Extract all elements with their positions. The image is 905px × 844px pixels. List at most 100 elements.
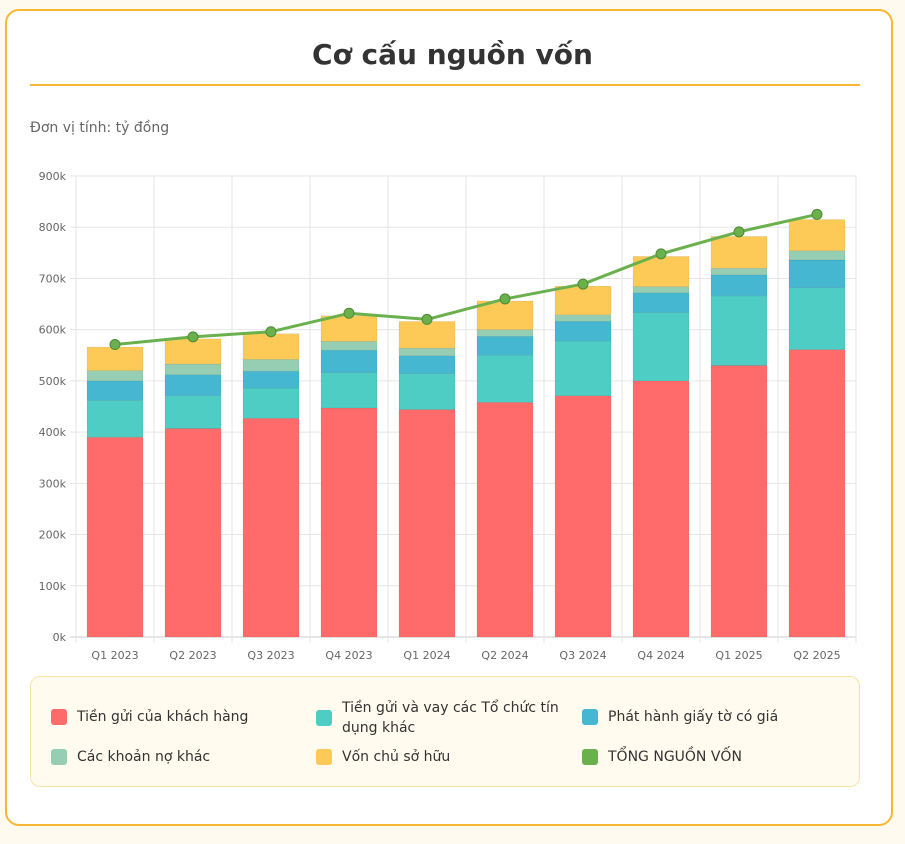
bar-segment — [554, 340, 612, 396]
bar-segment — [164, 374, 222, 396]
total-point — [577, 278, 589, 290]
bar-segment — [242, 418, 300, 638]
bar-segment — [242, 359, 300, 372]
bar-segment — [710, 267, 768, 276]
bar-segment — [320, 315, 378, 342]
bar-segment — [710, 365, 768, 638]
total-point — [343, 307, 355, 319]
x-tick-label: Q4 2024 — [637, 649, 684, 662]
x-tick-label: Q1 2024 — [403, 649, 450, 662]
bar-segment — [788, 349, 846, 638]
total-point — [187, 331, 199, 343]
bar-segment — [164, 338, 222, 365]
legend-swatch — [316, 710, 332, 726]
legend-label: TỔNG NGUỒN VỐN — [608, 749, 742, 765]
bar-segment — [710, 274, 768, 297]
bar-segment — [86, 400, 144, 438]
bar-segment — [554, 321, 612, 342]
bar-segment — [398, 355, 456, 374]
x-tick-label: Q2 2023 — [169, 649, 216, 662]
x-tick-label: Q2 2025 — [793, 649, 840, 662]
bar-segment — [86, 370, 144, 382]
y-tick-label: 700k — [39, 272, 67, 285]
y-tick-label: 100k — [39, 580, 67, 593]
legend-swatch — [51, 749, 67, 765]
y-tick-label: 200k — [39, 529, 67, 542]
bar-segment — [164, 363, 222, 375]
bar-segment — [788, 259, 846, 288]
y-tick-label: 900k — [39, 170, 67, 183]
y-tick-label: 0k — [53, 631, 67, 644]
total-point — [499, 293, 511, 305]
x-tick-label: Q1 2023 — [91, 649, 138, 662]
legend-item-total-capital[interactable]: TỔNG NGUỒN VỐN — [582, 747, 838, 767]
bar-segment — [86, 436, 144, 638]
bar-segment — [320, 372, 378, 409]
y-tick-label: 500k — [39, 375, 67, 388]
legend-label: Phát hành giấy tờ có giá — [608, 709, 779, 725]
title-divider — [30, 84, 860, 86]
bar-segment — [632, 286, 690, 294]
bar-segment — [398, 321, 456, 349]
bar-segment — [554, 314, 612, 322]
bar-segment — [788, 219, 846, 252]
total-line — [114, 212, 818, 347]
bar-segment — [632, 312, 690, 382]
bar-segment — [320, 341, 378, 351]
x-tick-label: Q1 2025 — [715, 649, 762, 662]
legend-label: Tiền gửi của khách hàng — [77, 709, 249, 725]
bar-segment — [242, 370, 300, 389]
legend-item-valuable-papers[interactable]: Phát hành giấy tờ có giá — [582, 707, 838, 727]
bar-segment — [788, 287, 846, 350]
bar-segment — [320, 407, 378, 638]
bar-segment — [164, 395, 222, 429]
bar-segment — [632, 380, 690, 638]
total-point — [265, 326, 277, 338]
legend-label: Vốn chủ sở hữu — [342, 749, 451, 765]
total-point — [733, 226, 745, 238]
x-tick-label: Q3 2024 — [559, 649, 606, 662]
bar-segment — [788, 250, 846, 261]
bar-segment — [476, 336, 534, 356]
bar-segment — [476, 300, 534, 330]
bar-segment — [554, 285, 612, 316]
bar-segment — [242, 333, 300, 360]
bar-segment — [554, 395, 612, 638]
legend: Tiền gửi của khách hàng Tiền gửi và vay … — [30, 676, 860, 787]
total-point — [655, 248, 667, 260]
bar-segment — [86, 346, 144, 371]
y-tick-label: 600k — [39, 324, 67, 337]
x-tick-label: Q4 2023 — [325, 649, 372, 662]
bar-segment — [710, 295, 768, 366]
legend-swatch — [582, 709, 598, 725]
legend-swatch — [316, 749, 332, 765]
bar-segment — [86, 380, 144, 401]
bar-segment — [164, 428, 222, 638]
bar-segment — [476, 329, 534, 337]
y-tick-label: 300k — [39, 477, 67, 490]
legend-label: Các khoản nợ khác — [77, 749, 211, 765]
bar-segment — [320, 349, 378, 373]
bar-segment — [398, 347, 456, 357]
y-tick-label: 800k — [39, 221, 67, 234]
unit-label: Đơn vị tính: tỷ đồng — [30, 120, 170, 136]
bar-segment — [242, 387, 300, 419]
legend-swatch — [582, 749, 598, 765]
legend-item-interbank-deposits[interactable]: Tiền gửi và vay các Tổ chức tín dụng khá… — [316, 698, 572, 738]
legend-item-other-liabilities[interactable]: Các khoản nợ khác — [51, 747, 307, 767]
legend-item-customer-deposits[interactable]: Tiền gửi của khách hàng — [51, 707, 307, 727]
bar-segment — [398, 409, 456, 638]
legend-item-equity[interactable]: Vốn chủ sở hữu — [316, 747, 572, 767]
legend-swatch — [51, 709, 67, 725]
chart-title: Cơ cấu nguồn vốn — [312, 38, 593, 71]
y-tick-label: 400k — [39, 426, 67, 439]
total-point — [421, 313, 433, 325]
bar-segment — [398, 373, 456, 410]
x-tick-label: Q3 2023 — [247, 649, 294, 662]
bar-segment — [632, 256, 690, 287]
legend-label: Tiền gửi và vay các Tổ chức tín dụng khá… — [342, 700, 559, 736]
bar-segment — [710, 236, 768, 269]
x-tick-label: Q2 2024 — [481, 649, 528, 662]
total-point — [109, 339, 121, 351]
